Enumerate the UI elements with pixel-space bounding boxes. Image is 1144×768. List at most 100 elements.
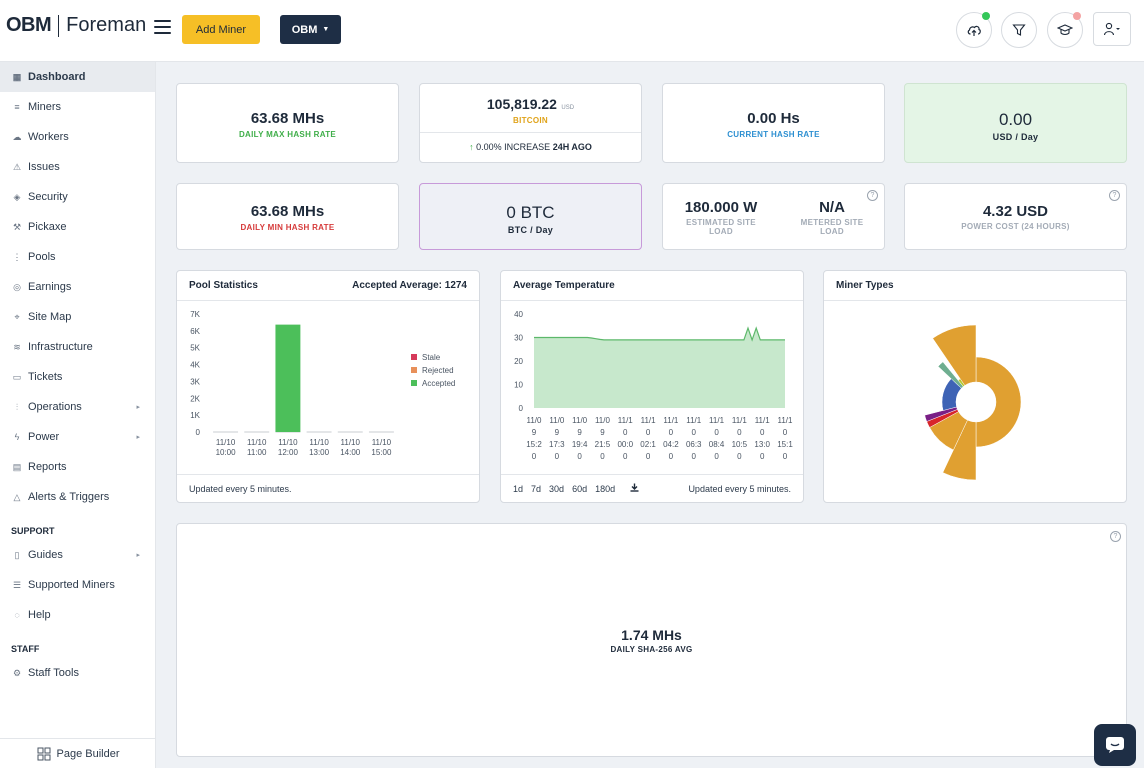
x-tick-label: 11/10 (216, 438, 236, 447)
caret-down-icon: ▼ (322, 26, 330, 33)
sidebar-nav: ▦ Dashboard ≡ Miners ☁ Workers ⚠ Issues ◈ Securit… (0, 62, 155, 512)
y-tick-label: 30 (514, 334, 523, 343)
arrow-up-icon: ↑ (469, 142, 474, 152)
miner-types-chart (924, 324, 1022, 481)
layers-icon: ≋ (13, 341, 21, 352)
x-tick-label: 11/1 (618, 416, 634, 425)
help-icon[interactable]: ? (867, 190, 878, 201)
x-tick-label: 21:5 (595, 440, 611, 449)
staff-nav: ⚙ Staff Tools (0, 658, 155, 688)
sidebar-item-label: Pickaxe (28, 221, 67, 233)
sidebar-item-guides[interactable]: ▯ Guides ▸ (0, 540, 155, 570)
sidebar-item-miners[interactable]: ≡ Miners (0, 92, 155, 122)
logo[interactable]: OBM Foreman (6, 14, 146, 37)
chat-button[interactable] (1094, 724, 1136, 766)
pie-slice (932, 324, 977, 386)
x-tick-label: 0 (623, 452, 628, 461)
sidebar-item-alerts-triggers[interactable]: △ Alerts & Triggers (0, 482, 155, 512)
x-tick-label: 12:00 (278, 448, 299, 457)
miner-types-title: Miner Types (836, 280, 894, 291)
sidebar-item-reports[interactable]: ▤ Reports (0, 452, 155, 482)
x-tick-label: 06:3 (686, 440, 702, 449)
sidebar-item-workers[interactable]: ☁ Workers (0, 122, 155, 152)
x-tick-label: 0 (623, 428, 628, 437)
current-hash-card: 0.00 Hs CURRENT HASH RATE (662, 83, 885, 163)
sidebar-item-security[interactable]: ◈ Security (0, 182, 155, 212)
bitcoin-price-card: 105,819.22 USD BITCOIN ↑ 0.00% INCREASE … (419, 83, 642, 163)
sidebar-item-site-map[interactable]: ⌖ Site Map (0, 302, 155, 332)
hamburger-icon (154, 20, 171, 22)
sidebar-item-earnings[interactable]: ◎ Earnings (0, 272, 155, 302)
average-temperature-panel: Average Temperature 0 10 20 30 40 11/0 9 15:2 0 1… (500, 270, 804, 503)
pie-slice (924, 406, 958, 422)
sidebar-item-issues[interactable]: ⚠ Issues (0, 152, 155, 182)
sidebar-item-label: Supported Miners (28, 579, 115, 591)
cloud-icon: ☁ (12, 131, 22, 142)
staff-section-title: STAFF (11, 644, 40, 654)
academy-button[interactable] (1047, 12, 1083, 48)
x-tick-label: 11/1 (641, 416, 657, 425)
estimated-site-load-label: ESTIMATED SITE LOAD (686, 218, 756, 236)
btc-per-day-value: 0 BTC (506, 203, 555, 222)
sidebar-item-infrastructure[interactable]: ≋ Infrastructure (0, 332, 155, 362)
y-tick-label: 1K (190, 411, 200, 420)
pie-slice (937, 361, 964, 389)
sidebar-item-label: Site Map (28, 311, 72, 323)
help-icon[interactable]: ? (1110, 531, 1121, 542)
x-tick-label: 0 (737, 452, 742, 461)
usd-per-day-card: 0.00 USD / Day (904, 83, 1127, 163)
temperature-footer: Updated every 5 minutes. (688, 483, 791, 494)
sidebar-item-pickaxe[interactable]: ⚒ Pickaxe (0, 212, 155, 242)
y-tick-label: 4K (190, 361, 200, 370)
x-tick-label: 0 (692, 428, 697, 437)
bar-accepted (275, 324, 301, 432)
x-tick-label: 11/0 (595, 416, 611, 425)
menu-toggle-button[interactable] (154, 20, 171, 34)
x-tick-label: 11/10 (247, 438, 267, 447)
x-tick-label: 0 (532, 452, 537, 461)
support-nav: ▯ Guides ▸ ☰ Supported Miners ◌ Help (0, 540, 155, 630)
support-section-title: SUPPORT (11, 526, 55, 536)
upload-button[interactable] (956, 12, 992, 48)
bolt-icon: ϟ (14, 432, 20, 442)
list-icon: ☰ (12, 579, 22, 590)
y-tick-label: 20 (514, 357, 523, 366)
sidebar-item-tickets[interactable]: ▭ Tickets (0, 362, 155, 392)
range-tab[interactable]: 180d (595, 483, 616, 494)
sidebar-item-help[interactable]: ◌ Help (0, 600, 155, 630)
sidebar-item-supported-miners[interactable]: ☰ Supported Miners (0, 570, 155, 600)
sidebar-item-operations[interactable]: ⫶ Operations ▸ (0, 392, 155, 422)
user-menu-button[interactable] (1093, 12, 1131, 46)
btc-per-day-label: BTC / Day (507, 225, 554, 235)
filter-button[interactable] (1001, 12, 1037, 48)
add-miner-button[interactable]: Add Miner (182, 15, 260, 44)
sidebar-item-power[interactable]: ϟ Power ▸ (0, 422, 155, 452)
sha256-avg-card: ? 1.74 MHs DAILY SHA-256 AVG (176, 523, 1127, 757)
sidebar-item-dashboard[interactable]: ▦ Dashboard (0, 62, 155, 92)
alert-icon: △ (13, 491, 21, 502)
sidebar-item-label: Tickets (28, 371, 63, 383)
range-tab[interactable]: 30d (549, 483, 565, 494)
x-tick-label: 11/1 (732, 416, 748, 425)
help-icon[interactable]: ? (1109, 190, 1120, 201)
miner-types-panel: Miner Types (823, 270, 1127, 503)
range-tab[interactable]: 60d (572, 483, 588, 494)
y-tick-label: 40 (514, 310, 523, 319)
range-tab[interactable]: 7d (531, 483, 542, 494)
page-builder-button[interactable]: Page Builder (0, 738, 156, 768)
x-tick-label: 13:00 (309, 448, 330, 457)
estimated-site-load-value: 180.000 W (684, 199, 758, 216)
pickaxe-icon: ⚒ (12, 221, 22, 232)
legend-swatch (411, 380, 417, 386)
download-icon[interactable] (630, 483, 639, 494)
sidebar-item-label: Dashboard (28, 71, 86, 83)
site-load-card: 180.000 W ESTIMATED SITE LOAD N/A METERE… (662, 183, 885, 250)
chevron-right-icon: ▸ (136, 404, 140, 411)
x-tick-label: 02:1 (640, 440, 656, 449)
org-selector-button[interactable]: OBM ▼ (280, 15, 341, 44)
x-tick-label: 9 (577, 428, 582, 437)
sidebar-item-staff-tools[interactable]: ⚙ Staff Tools (0, 658, 155, 688)
daily-max-hash-card: 63.68 MHs DAILY MAX HASH RATE (176, 83, 399, 163)
range-tab[interactable]: 1d (513, 483, 524, 494)
sidebar-item-pools[interactable]: ⋮ Pools (0, 242, 155, 272)
